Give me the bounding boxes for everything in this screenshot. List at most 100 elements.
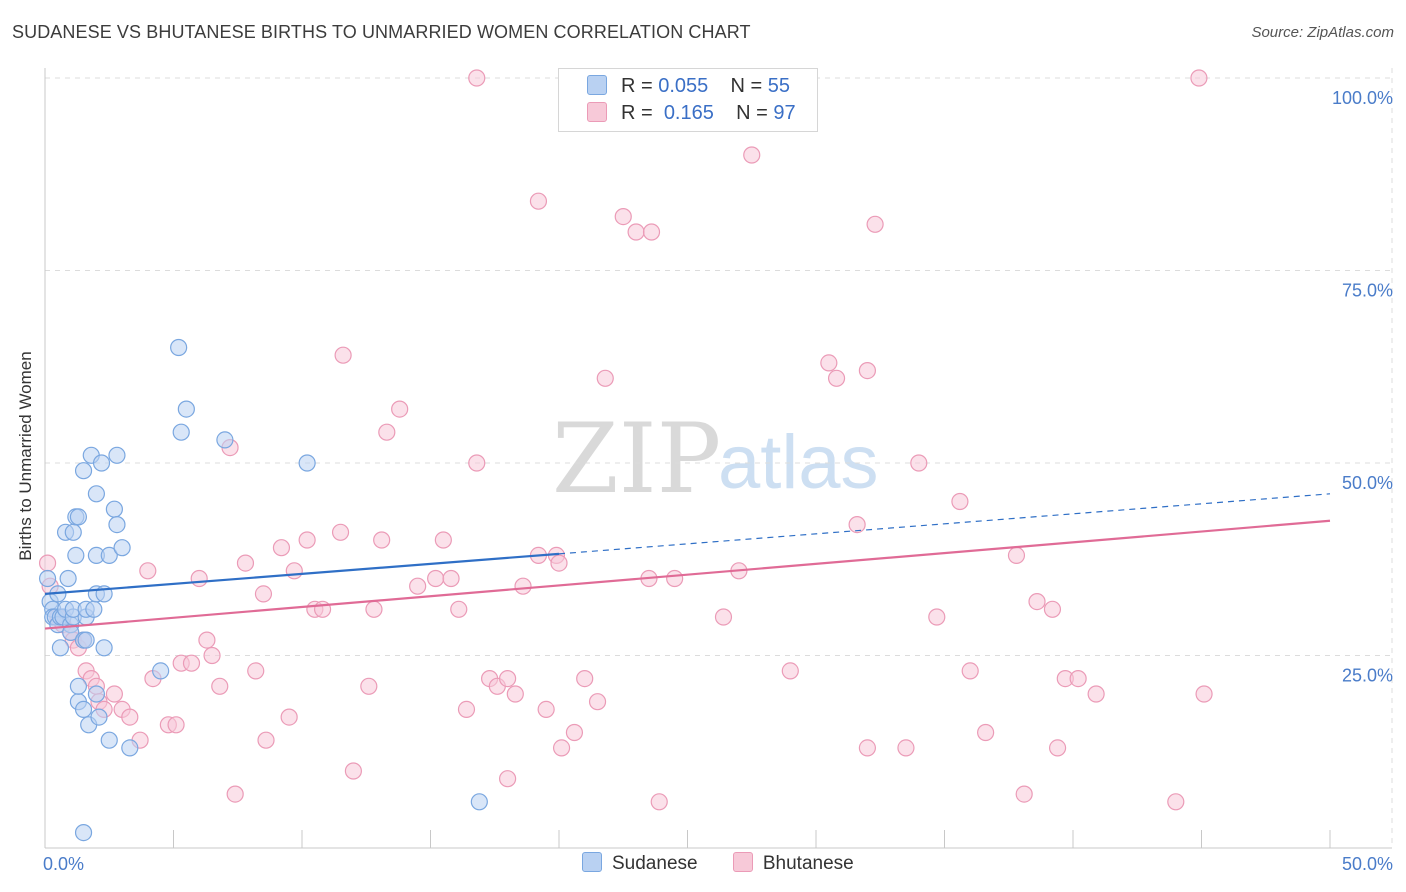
y-tick-label: 100.0% <box>1332 88 1393 108</box>
bhutanese-point <box>442 569 460 588</box>
bhutanese-point <box>529 192 548 210</box>
bhutanese-point <box>391 400 409 418</box>
bhutanese-point <box>226 785 244 803</box>
sudanese-point <box>74 823 93 842</box>
bhutanese-point <box>588 693 607 711</box>
bhutanese-point <box>272 539 291 557</box>
sudanese-point <box>90 708 108 726</box>
bhutanese-point <box>565 723 584 742</box>
bhutanese-point <box>182 654 201 672</box>
series-legend: Sudanese Bhutanese <box>582 852 884 875</box>
bhutanese-point <box>576 669 594 688</box>
bhutanese-point <box>951 492 969 511</box>
bhutanese-point <box>506 685 524 703</box>
sudanese-trend-extension <box>558 493 1331 555</box>
sudanese-point <box>74 462 93 480</box>
bhutanese-point <box>198 631 216 649</box>
watermark: ZIP atlas <box>552 403 879 515</box>
bhutanese-point <box>1190 69 1208 87</box>
legend-label-sudanese: Sudanese <box>612 853 698 874</box>
bhutanese-point <box>334 346 352 364</box>
bhutanese-point <box>743 146 761 164</box>
bhutanese-point <box>280 708 298 726</box>
sudanese-point <box>69 508 88 526</box>
bhutanese-point <box>1015 785 1033 803</box>
bhutanese-point <box>866 215 884 233</box>
sudanese-point <box>64 523 82 541</box>
bhutanese-point <box>298 531 316 549</box>
legend-item-sudanese[interactable]: Sudanese <box>582 852 698 875</box>
bhutanese-swatch <box>732 852 753 872</box>
bhutanese-point <box>105 685 123 703</box>
sudanese-point <box>298 454 316 472</box>
bhutanese-point <box>820 354 838 372</box>
bhutanese-point <box>254 585 273 603</box>
sudanese-point <box>100 546 118 565</box>
legend-n-value: 55 <box>767 75 791 97</box>
sudanese-point <box>92 454 111 472</box>
legend-item-bhutanese[interactable]: Bhutanese <box>732 852 854 875</box>
bhutanese-point <box>827 369 846 387</box>
bhutanese-point <box>1195 685 1213 703</box>
sudanese-point <box>170 338 188 357</box>
trend-lines <box>44 493 1331 630</box>
bhutanese-point <box>121 708 139 726</box>
legend-r-value: 0.165 <box>663 102 714 124</box>
bhutanese-point <box>897 739 915 757</box>
bhutanese-point <box>858 362 877 380</box>
bhutanese-point <box>928 608 946 626</box>
sudanese-trend-line <box>44 552 560 595</box>
sudanese-swatch <box>582 852 602 872</box>
sudanese-point <box>108 446 126 464</box>
bhutanese-point <box>167 716 185 734</box>
bhutanese-point <box>457 700 476 719</box>
sudanese-point <box>105 500 123 518</box>
correlation-legend: R = 0.055 N = 55 R = 0.165 N = 97 <box>558 68 818 132</box>
x-tick-label: 0.0% <box>43 854 84 874</box>
bhutanese-point <box>38 554 57 572</box>
bhutanese-point <box>1043 600 1062 618</box>
bhutanese-point <box>781 662 799 680</box>
sudanese-point <box>100 731 118 749</box>
sudanese-point <box>38 569 57 588</box>
source-label: Source: ZipAtlas.com <box>1251 24 1394 41</box>
grid <box>45 68 1393 848</box>
legend-row-bhutanese: R = 0.165 N = 97 <box>587 102 796 125</box>
bhutanese-point <box>285 562 303 580</box>
sudanese-point <box>51 639 70 657</box>
bhutanese-trend-line <box>44 519 1331 630</box>
sudanese-point <box>121 739 139 757</box>
legend-r-label: R = <box>621 102 659 124</box>
bhutanese-point <box>714 608 733 626</box>
legend-n-value: 97 <box>773 102 796 124</box>
y-tick-label: 50.0% <box>1342 473 1393 493</box>
bhutanese-point <box>666 569 684 588</box>
bhutanese-point <box>247 662 265 680</box>
bhutanese-point <box>468 69 486 87</box>
bhutanese-point <box>190 569 208 588</box>
bhutanese-point <box>365 600 383 618</box>
sudanese-point <box>87 485 106 503</box>
bhutanese-point <box>858 739 877 757</box>
bhutanese-point <box>468 454 486 472</box>
bhutanese-point <box>236 554 255 572</box>
bhutanese-point <box>977 723 995 742</box>
bhutanese-point <box>961 662 979 680</box>
bhutanese-point <box>910 454 928 472</box>
bhutanese-point <box>499 770 517 788</box>
bhutanese-point <box>344 762 362 780</box>
bhutanese-point <box>642 223 661 241</box>
bhutanese-point <box>1007 546 1026 565</box>
bhutanese-point <box>1028 592 1046 611</box>
sudanese-point <box>67 546 85 565</box>
bhutanese-point <box>378 423 396 441</box>
legend-r-value: 0.055 <box>658 75 709 97</box>
sudanese-point <box>172 423 190 441</box>
tick-labels: 100.0% 75.0% 50.0% 25.0% 0.0% 50.0% <box>43 88 1393 874</box>
bhutanese-point <box>450 600 468 618</box>
sudanese-point <box>85 600 103 618</box>
sudanese-point <box>216 431 234 449</box>
axes <box>44 68 1392 849</box>
bhutanese-point <box>427 569 445 588</box>
